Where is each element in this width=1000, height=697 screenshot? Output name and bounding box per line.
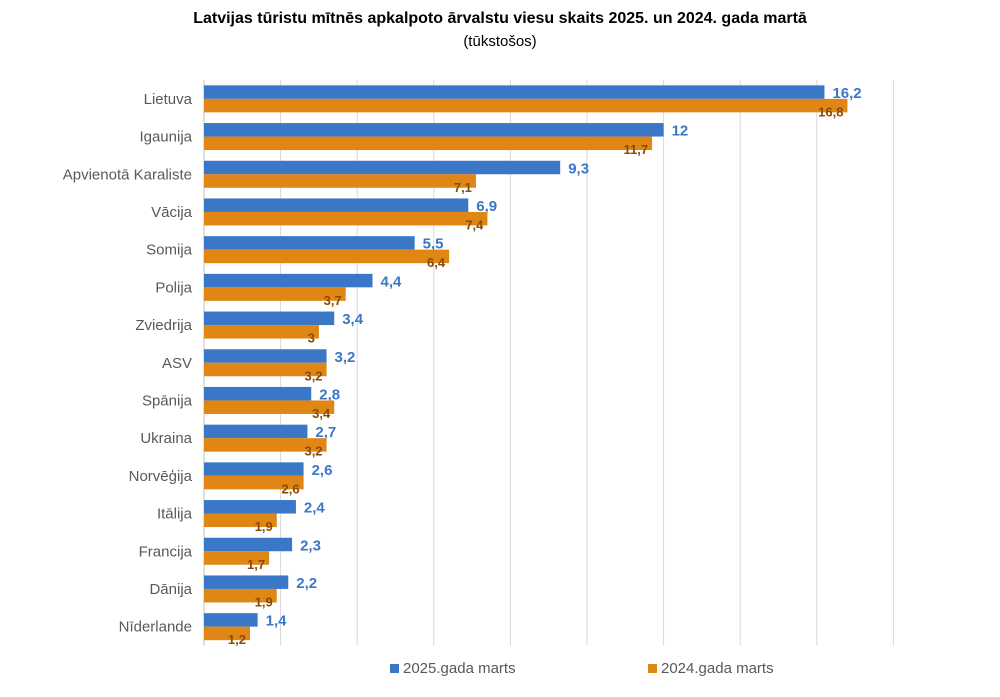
bar (204, 513, 277, 528)
bar (204, 136, 653, 151)
data-label: 11,7 (624, 142, 649, 157)
data-label: 3,7 (324, 293, 342, 308)
data-label: 2,6 (282, 481, 300, 496)
bar (204, 160, 561, 175)
category-label: Zviedrija (135, 317, 192, 334)
category-label: Vācija (151, 204, 193, 221)
data-label: 3,4 (342, 311, 364, 328)
bar (204, 362, 327, 377)
data-label: 12 (672, 123, 689, 140)
category-label: ASV (162, 355, 192, 372)
legend-label-2024: 2024.gada marts (661, 660, 774, 677)
bar (204, 537, 293, 552)
data-label: 3 (308, 331, 315, 346)
data-label: 1,9 (255, 594, 273, 609)
category-label: Ukraina (140, 430, 192, 447)
data-label: 1,4 (266, 613, 288, 630)
data-label: 2,2 (296, 575, 317, 592)
data-label: 2,8 (319, 386, 340, 403)
data-label: 3,2 (304, 368, 322, 383)
bar (204, 249, 450, 264)
bar (204, 386, 312, 401)
bar (204, 424, 308, 439)
bar (204, 325, 319, 339)
bar (204, 626, 250, 641)
bar (204, 98, 848, 113)
data-label: 9,3 (568, 160, 589, 177)
bar (204, 198, 469, 212)
category-label: Norvēģija (129, 468, 193, 485)
category-label: Apvienotā Karaliste (63, 166, 192, 183)
category-label: Dānija (149, 581, 192, 598)
data-label: 6,9 (476, 198, 497, 215)
bar (204, 438, 327, 452)
bar (204, 85, 825, 99)
data-label: 3,4 (312, 406, 331, 421)
category-label: Lietuva (144, 91, 193, 108)
chart-subtitle: (tūkstošos) (463, 33, 537, 50)
bar (204, 174, 476, 188)
category-label: Spānija (142, 392, 193, 409)
bar (204, 575, 289, 589)
legend-item-2024: 2024.gada marts (648, 660, 774, 677)
bar (204, 236, 415, 250)
data-label: 2,6 (312, 462, 333, 479)
data-label: 1,2 (228, 632, 246, 647)
data-label: 7,1 (454, 180, 472, 195)
data-label: 4,4 (381, 273, 403, 290)
legend-item-2025: 2025.gada marts (390, 660, 516, 677)
category-label: Somija (146, 242, 193, 259)
bar (204, 400, 335, 414)
data-label: 2,7 (315, 424, 336, 441)
bar (204, 311, 335, 326)
bar (204, 613, 258, 627)
data-label: 5,5 (423, 236, 444, 253)
bar (204, 588, 277, 603)
data-label: 1,7 (247, 557, 265, 572)
legend-swatch-2025 (390, 664, 399, 673)
data-label: 3,2 (335, 349, 356, 366)
data-label: 7,4 (465, 217, 484, 232)
bar (204, 211, 488, 226)
bar (204, 287, 346, 301)
data-label: 1,9 (255, 519, 273, 534)
legend-label-2025: 2025.gada marts (403, 660, 516, 677)
data-label: 3,2 (304, 444, 322, 459)
bar (204, 551, 270, 565)
data-label: 2,3 (300, 537, 321, 554)
bar (204, 123, 664, 137)
bar (204, 500, 296, 514)
data-label: 6,4 (427, 255, 446, 270)
data-label: 16,2 (832, 85, 861, 102)
bar (204, 462, 304, 476)
data-label: 16,8 (818, 104, 843, 119)
category-label: Nīderlande (119, 619, 192, 636)
chart-title: Latvijas tūristu mītnēs apkalpoto ārvals… (193, 10, 807, 27)
legend-swatch-2024 (648, 664, 657, 673)
data-label: 2,4 (304, 500, 326, 517)
bar (204, 475, 304, 490)
category-label: Itālija (157, 506, 193, 523)
category-label: Francija (139, 543, 193, 560)
category-label: Igaunija (139, 129, 192, 146)
bar (204, 349, 327, 363)
bar (204, 273, 373, 288)
category-label: Polija (155, 279, 192, 296)
